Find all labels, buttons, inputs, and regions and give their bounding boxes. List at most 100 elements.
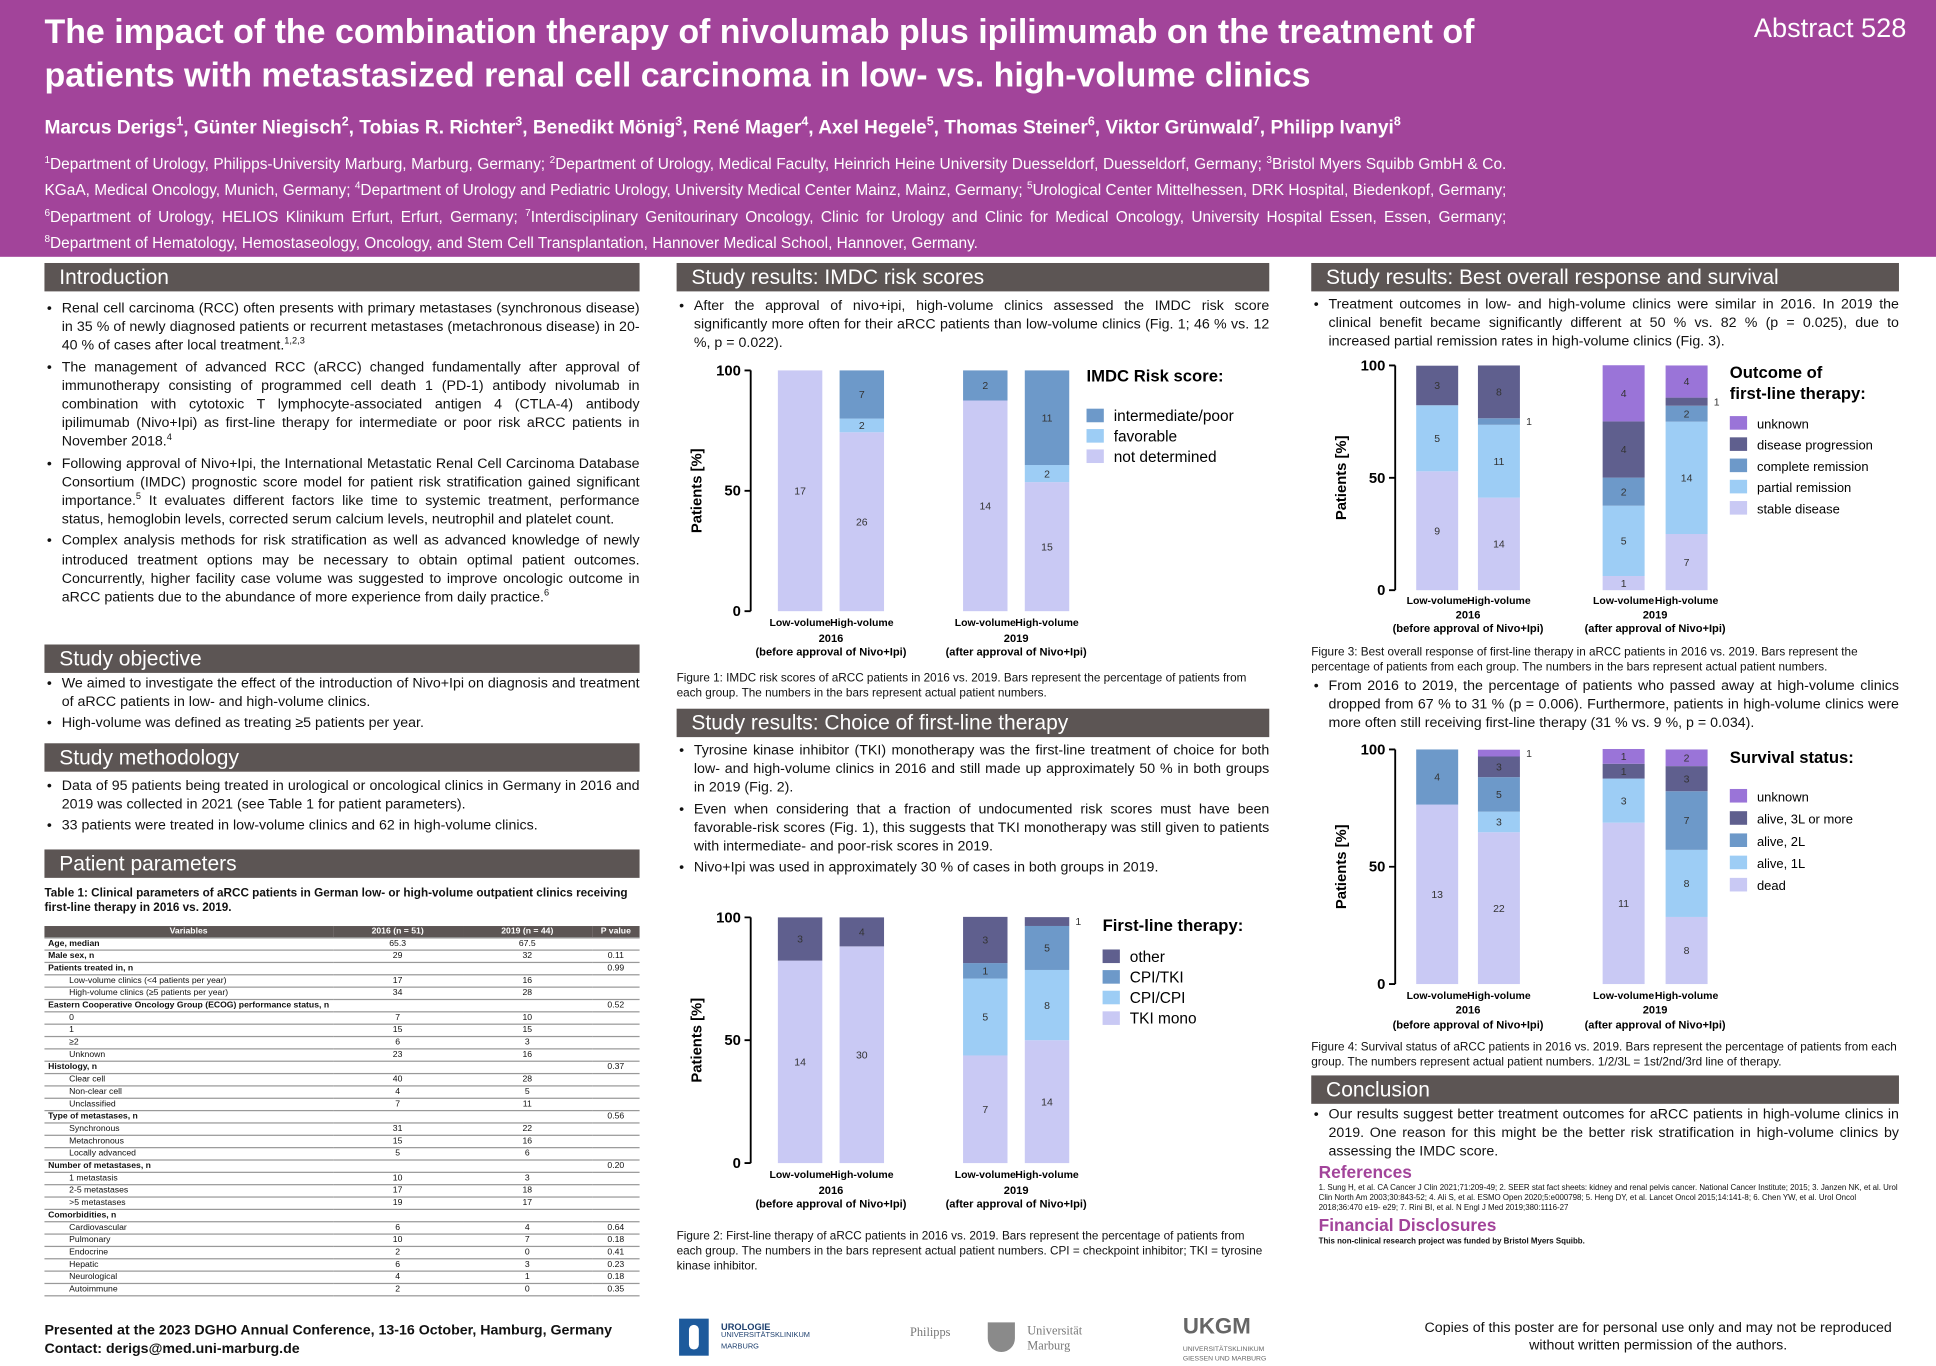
y-tick-label: 50: [724, 1033, 740, 1049]
superscript: 4: [801, 115, 809, 130]
bar-segment: [1477, 497, 1520, 591]
table-cell: 17: [332, 1184, 463, 1198]
figure-caption: Figure 1: IMDC risk scores of aRCC patie…: [676, 671, 1247, 701]
bar-segment: [1665, 849, 1708, 917]
group-note: (before approval of Nivo+Ipi): [755, 1199, 906, 1211]
x-tick-label: High-volume: [830, 618, 894, 629]
table-cell: [462, 1159, 593, 1173]
bar-segment: [1024, 969, 1070, 1041]
table-header-row: Variables 2016 (n = 51) 2019 (n = 44) P val…: [44, 926, 640, 939]
count-label: 5: [1044, 944, 1050, 955]
legend-label: intermediate/poor: [1114, 408, 1234, 425]
table-cell: [332, 1110, 463, 1124]
table-row: Type of metastases, n 0.56: [44, 1110, 640, 1124]
logo-text: Philipps: [909, 1326, 951, 1340]
row-label: Type of metastases, n: [44, 1110, 333, 1124]
table-row: Low-volume clinics (<4 patients per year…: [44, 974, 640, 988]
bullet: After the approval of nivo+ipi, high-vol…: [677, 298, 1269, 354]
count-label: 3: [982, 936, 988, 947]
table-cell: 15: [462, 1024, 593, 1038]
count-label: 17: [794, 486, 806, 497]
table-cell: 3: [462, 1172, 593, 1186]
text-run: Following approval of Nivo+Ipi, the Inte…: [61, 456, 640, 509]
bullet-list: From 2016 to 2019, the percentage of pat…: [1311, 678, 1899, 737]
bullet-list: Data of 95 patients being treated in uro…: [44, 778, 640, 839]
table-row: Unknown 23 16: [44, 1048, 640, 1062]
table-cell: [592, 937, 640, 951]
text-run: Complex analysis methods for risk strati…: [61, 533, 640, 606]
bar-segment: [1024, 465, 1070, 483]
bar-segment: [963, 370, 1008, 401]
table-row: ≥2 6 3: [44, 1036, 640, 1050]
table-cell: 6: [332, 1258, 463, 1272]
table-cell: [462, 999, 593, 1013]
table-cell: 6: [332, 1036, 463, 1050]
table-row: 1 metastasis 10 3: [44, 1172, 640, 1186]
text-run: Department of Urology, HELIOS Klinikum E…: [50, 208, 526, 226]
superscript: 6: [543, 586, 550, 598]
table-cell: 0.18: [592, 1234, 640, 1248]
legend-label: disease progression: [1757, 438, 1873, 453]
count-label: 14: [979, 502, 991, 513]
table-cell: 16: [462, 974, 593, 988]
y-tick-label: 0: [733, 604, 741, 620]
superscript: 4: [354, 180, 361, 192]
row-label: Number of metastases, n: [44, 1159, 333, 1173]
bar-segment: [1602, 778, 1645, 823]
bullet: Data of 95 patients being treated in uro…: [44, 778, 640, 816]
superscript: 2: [341, 115, 349, 130]
row-label: Low-volume clinics (<4 patients per year…: [44, 974, 333, 988]
contact: Contact: derigs@med.uni-marburg.de: [44, 1342, 300, 1357]
table-cell: 0.11: [592, 950, 640, 964]
count-label: 8: [1684, 879, 1690, 890]
table-cell: 6: [332, 1221, 463, 1235]
bar-segment: [1665, 365, 1708, 398]
logo-text: UROLOGIE: [721, 1321, 771, 1333]
bullet-list: After the approval of nivo+ipi, high-vol…: [677, 298, 1269, 357]
count-label: 7: [859, 390, 865, 401]
table-cell: [332, 1061, 463, 1075]
table-cell: 67.5: [462, 937, 593, 951]
logo-text: Universität: [1027, 1324, 1083, 1339]
bar-segment: [1665, 766, 1708, 792]
count-label: 15: [1041, 542, 1053, 553]
bar-segment: [1665, 749, 1708, 767]
table-cell: 15: [332, 1135, 463, 1149]
count-label: 3: [1496, 818, 1502, 829]
legend-label: CPI/CPI: [1130, 990, 1186, 1007]
figure-caption: Figure 2: First-line therapy of aRCC pat…: [676, 1229, 1263, 1273]
count-label: 22: [1493, 904, 1505, 915]
table-row: Histology, n 0.37: [44, 1061, 640, 1075]
x-tick-label: Low-volume: [1593, 596, 1654, 607]
legend-label: other: [1130, 949, 1165, 966]
text-run: , Günter Niegisch: [183, 117, 342, 139]
row-label: Male sex, n: [44, 950, 333, 964]
y-axis-label: Patients [%]: [1334, 824, 1350, 909]
table-cell: 19: [332, 1197, 463, 1211]
bar-segment: [1416, 405, 1459, 472]
table-row: Pulmonary 10 7 0.18: [44, 1234, 640, 1248]
count-label: 2: [1044, 469, 1050, 480]
section-heading: Study objective: [44, 644, 640, 673]
legend-label: stable disease: [1757, 501, 1840, 516]
x-tick-label: High-volume: [830, 1170, 894, 1181]
x-tick-label: Low-volume: [1407, 596, 1468, 607]
table-cell: [462, 1209, 593, 1223]
table-cell: [332, 1159, 463, 1173]
count-label: 4: [1434, 773, 1440, 784]
count-label: 1: [1621, 767, 1627, 778]
legend-swatch: [1729, 479, 1748, 494]
table-row: Clear cell 40 28: [44, 1073, 640, 1087]
table-row: 0 7 10: [44, 1011, 640, 1025]
group-label: 2016: [819, 633, 844, 645]
count-label: 3: [1434, 381, 1440, 392]
bar-segment: [1602, 576, 1645, 591]
bullet: Even when considering that a fraction of…: [677, 801, 1269, 857]
count-label: 11: [1618, 899, 1629, 910]
table-cell: [462, 1110, 593, 1124]
table-cell: 1: [462, 1271, 593, 1285]
table-cell: [592, 1197, 640, 1211]
bar-segment: [1416, 365, 1459, 406]
table-cell: 0.18: [592, 1271, 640, 1285]
